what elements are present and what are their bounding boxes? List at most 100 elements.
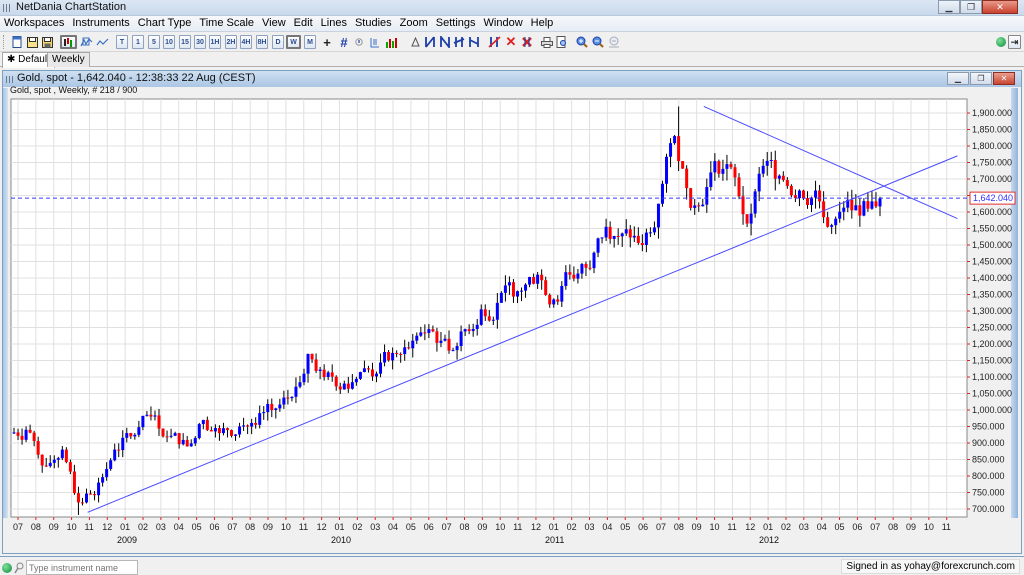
candle — [721, 168, 725, 174]
x-tick-label: 06 — [209, 522, 219, 532]
menu-lines[interactable]: Lines — [320, 17, 347, 29]
print-icon[interactable] — [540, 35, 553, 49]
timeframe-10-button[interactable]: 10 — [163, 35, 175, 49]
x-tick-label: 09 — [263, 522, 273, 532]
candle — [221, 428, 225, 434]
candle — [334, 376, 338, 387]
alert-icon[interactable] — [409, 35, 421, 49]
candle — [391, 352, 395, 361]
chart-restore-button[interactable]: ❐ — [970, 72, 992, 85]
timeframe-30-button[interactable]: 30 — [194, 35, 206, 49]
timeframe-5-button[interactable]: 5 — [148, 35, 160, 49]
volume-icon[interactable] — [384, 35, 398, 49]
trendline-icon[interactable] — [423, 35, 436, 49]
menu-chart-type[interactable]: Chart Type — [137, 17, 192, 29]
timeframe-2h-button[interactable]: 2H — [225, 35, 237, 49]
print-preview-icon[interactable] — [555, 35, 568, 49]
grip-icon[interactable] — [6, 76, 14, 83]
timeframe-8h-button[interactable]: 8H — [256, 35, 268, 49]
candle — [370, 369, 374, 377]
save-icon[interactable] — [42, 35, 53, 49]
timeframe-4h-button[interactable]: 4H — [240, 35, 252, 49]
timeframe-m-button[interactable]: M — [304, 35, 316, 49]
candle — [97, 482, 101, 496]
zoom-out-icon[interactable] — [591, 35, 604, 49]
close-button[interactable]: ✕ — [982, 0, 1018, 14]
menu-window[interactable]: Window — [483, 17, 523, 29]
candle — [447, 338, 451, 351]
line-chart-icon[interactable] — [95, 35, 109, 49]
x-tick-label: 03 — [156, 522, 166, 532]
zoom-reset-icon[interactable] — [607, 35, 620, 49]
candle — [681, 161, 685, 169]
timeframe-w-button[interactable]: W — [286, 35, 301, 49]
price-chart[interactable]: 1,900.000 1,850.000 1,800.000 1,750.000 1,70… — [0, 0, 1024, 556]
right-scroll-handle[interactable] — [1011, 88, 1018, 518]
candle — [419, 332, 423, 336]
candle — [383, 351, 387, 363]
y-tick-label: 1,500.000 — [972, 240, 1012, 250]
candle — [729, 164, 733, 168]
timeframe-1h-button[interactable]: 1H — [209, 35, 221, 49]
open-icon[interactable] — [27, 35, 38, 49]
menu-settings[interactable]: Settings — [435, 17, 476, 29]
tab-weekly[interactable]: Weekly — [47, 52, 90, 67]
channel-icon[interactable] — [452, 35, 465, 49]
menu-time-scale[interactable]: Time Scale — [199, 17, 255, 29]
candle — [677, 136, 681, 162]
timeframe-d-button[interactable]: D — [272, 35, 284, 49]
candle — [697, 205, 701, 207]
bar-chart-icon[interactable] — [79, 35, 93, 49]
candle — [375, 373, 379, 377]
info-icon[interactable] — [354, 35, 364, 49]
candle — [640, 242, 644, 245]
menu-workspaces[interactable]: Workspaces — [4, 17, 65, 29]
candle — [644, 232, 648, 245]
candle — [773, 159, 777, 179]
y-tick-label: 1,600.000 — [972, 207, 1012, 217]
menu-help[interactable]: Help — [530, 17, 554, 29]
fan-icon[interactable] — [438, 35, 451, 49]
chart-close-button[interactable]: ✕ — [993, 72, 1015, 85]
candle — [415, 335, 419, 341]
timeframe-1-button[interactable]: 1 — [132, 35, 144, 49]
fib-icon[interactable] — [467, 35, 480, 49]
timeframe-t-button[interactable]: T — [116, 35, 128, 49]
x-tick-label: 03 — [585, 522, 595, 532]
trendline[interactable] — [703, 105, 958, 220]
grid-icon[interactable]: # — [340, 34, 348, 50]
candle — [310, 353, 314, 360]
menu-studies[interactable]: Studies — [354, 17, 392, 29]
minimize-button[interactable]: ▁ — [938, 0, 960, 14]
candle — [552, 299, 556, 305]
plot-area[interactable] — [10, 98, 968, 518]
y-tick-label: 950.000 — [972, 422, 1005, 432]
new-icon[interactable] — [12, 35, 22, 49]
chart-minimize-button[interactable]: ▁ — [947, 72, 969, 85]
candle — [234, 434, 238, 436]
candlestick-icon[interactable] — [60, 35, 77, 49]
instrument-search-input[interactable] — [26, 560, 138, 575]
menu-view[interactable]: View — [262, 17, 286, 29]
data-icon[interactable] — [368, 35, 380, 49]
x-tick-label: 01 — [334, 522, 344, 532]
delete-all-icon[interactable] — [520, 35, 533, 49]
year-label-2010: 2010 — [331, 535, 352, 545]
menu-zoom[interactable]: Zoom — [399, 17, 428, 29]
timeframe-15-button[interactable]: 15 — [179, 35, 191, 49]
crosshair-icon[interactable]: + — [323, 34, 331, 50]
candle — [564, 272, 568, 286]
x-tick-label: 02 — [352, 522, 362, 532]
x-tick-label: 09 — [477, 522, 487, 532]
menu-instruments[interactable]: Instruments — [72, 17, 130, 29]
zoom-in-icon[interactable] — [575, 35, 588, 49]
candle — [576, 273, 580, 279]
pin-toolbar-button[interactable]: ⇥ — [1008, 35, 1021, 49]
restore-button[interactable]: ❐ — [960, 0, 982, 14]
delete-icon[interactable]: ✕ — [505, 34, 517, 49]
menu-edit[interactable]: Edit — [293, 17, 313, 29]
trendline[interactable] — [87, 155, 958, 513]
left-scroll-handle[interactable] — [3, 88, 8, 518]
delete-line-icon[interactable] — [487, 35, 501, 49]
toolbar-grip[interactable] — [3, 35, 7, 49]
